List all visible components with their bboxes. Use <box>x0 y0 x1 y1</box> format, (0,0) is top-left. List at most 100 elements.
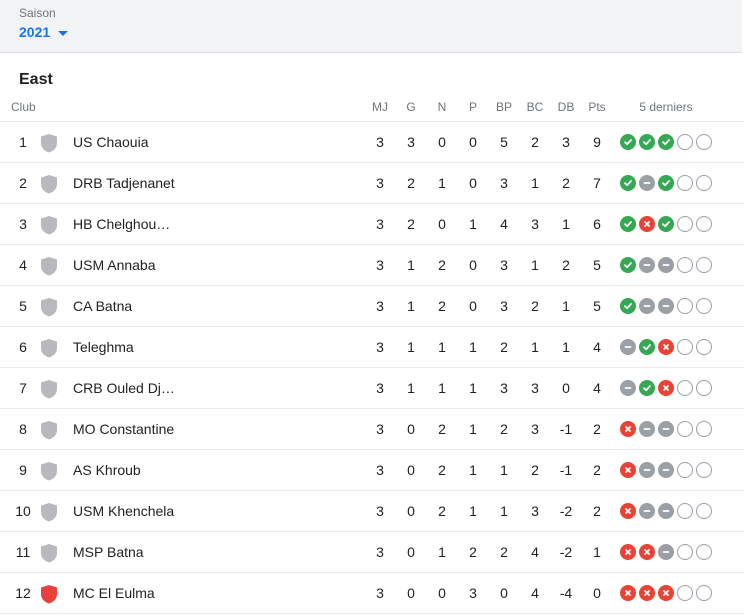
stat-bc: 3 <box>531 503 539 519</box>
loss-cross-icon <box>620 421 636 437</box>
empty-result-icon <box>677 462 693 478</box>
stat-g: 0 <box>407 585 415 601</box>
loss-cross-icon <box>639 216 655 232</box>
stat-pts: 1 <box>593 544 601 560</box>
win-check-icon <box>639 134 655 150</box>
table-row[interactable]: 9 AS Khroub 3 0 2 1 1 2 -1 2 <box>0 450 744 491</box>
club-name[interactable]: Teleghma <box>73 339 134 355</box>
club-crest-icon <box>41 134 57 153</box>
season-dropdown[interactable]: 2021 <box>19 24 69 40</box>
stat-g: 1 <box>407 298 415 314</box>
empty-result-icon <box>677 503 693 519</box>
draw-dash-icon <box>658 462 674 478</box>
club-crest-icon <box>41 339 57 358</box>
empty-result-icon <box>696 585 712 601</box>
club-name[interactable]: DRB Tadjenanet <box>73 175 175 191</box>
stat-p: 3 <box>469 585 477 601</box>
stat-bp: 2 <box>500 544 508 560</box>
stat-pts: 0 <box>593 585 601 601</box>
stat-pts: 7 <box>593 175 601 191</box>
club-crest-icon <box>41 421 57 440</box>
draw-dash-icon <box>658 257 674 273</box>
stat-n: 0 <box>438 216 446 232</box>
table-row[interactable]: 6 Teleghma 3 1 1 1 2 1 1 4 <box>0 327 744 368</box>
loss-cross-icon <box>658 380 674 396</box>
rank: 3 <box>19 216 27 232</box>
club-name[interactable]: USM Khenchela <box>73 503 175 519</box>
club-name[interactable]: MSP Batna <box>73 544 144 560</box>
stat-p: 1 <box>469 216 477 232</box>
table-row[interactable]: 12 MC El Eulma 3 0 0 3 0 4 -4 0 <box>0 573 744 614</box>
stat-n: 1 <box>438 175 446 191</box>
table-header: Club MJ G N P BP BC DB Pts 5 derniers <box>0 95 744 122</box>
loss-cross-icon <box>620 462 636 478</box>
club-name[interactable]: US Chaouia <box>73 134 149 150</box>
stat-bc: 2 <box>531 462 539 478</box>
col-db: DB <box>557 100 575 114</box>
win-check-icon <box>620 175 636 191</box>
stat-db: 2 <box>562 257 570 273</box>
col-bc: BC <box>526 100 544 114</box>
loss-cross-icon <box>620 503 636 519</box>
stat-g: 1 <box>407 257 415 273</box>
stat-g: 1 <box>407 339 415 355</box>
stat-bc: 1 <box>531 339 539 355</box>
empty-result-icon <box>696 257 712 273</box>
stat-pts: 2 <box>593 421 601 437</box>
table-row[interactable]: 5 CA Batna 3 1 2 0 3 2 1 5 <box>0 286 744 327</box>
stat-p: 0 <box>469 298 477 314</box>
empty-result-icon <box>677 339 693 355</box>
last-five-form <box>620 585 712 601</box>
table-row[interactable]: 7 CRB Ouled Dj… 3 1 1 1 3 3 0 4 <box>0 368 744 409</box>
empty-result-icon <box>696 298 712 314</box>
stat-n: 1 <box>438 544 446 560</box>
club-crest-icon <box>41 298 57 317</box>
stat-g: 0 <box>407 503 415 519</box>
stat-mj: 3 <box>376 503 384 519</box>
table-row[interactable]: 8 MO Constantine 3 0 2 1 2 3 -1 2 <box>0 409 744 450</box>
col-n: N <box>437 100 447 114</box>
club-name[interactable]: MC El Eulma <box>73 585 155 601</box>
stat-bp: 5 <box>500 134 508 150</box>
empty-result-icon <box>677 175 693 191</box>
stat-db: 2 <box>562 175 570 191</box>
table-row[interactable]: 3 HB Chelghou… 3 2 0 1 4 3 1 6 <box>0 204 744 245</box>
stat-n: 2 <box>438 503 446 519</box>
club-name[interactable]: USM Annaba <box>73 257 156 273</box>
stat-bc: 4 <box>531 544 539 560</box>
stat-pts: 4 <box>593 380 601 396</box>
club-name[interactable]: CA Batna <box>73 298 133 314</box>
rank: 7 <box>19 380 27 396</box>
last-five-form <box>620 503 712 519</box>
stat-mj: 3 <box>376 339 384 355</box>
rank: 4 <box>19 257 27 273</box>
stat-mj: 3 <box>376 134 384 150</box>
col-bp: BP <box>495 100 512 114</box>
win-check-icon <box>639 339 655 355</box>
table-row[interactable]: 10 USM Khenchela 3 0 2 1 1 3 -2 2 <box>0 491 744 532</box>
empty-result-icon <box>677 380 693 396</box>
empty-result-icon <box>696 503 712 519</box>
table-row[interactable]: 2 DRB Tadjenanet 3 2 1 0 3 1 2 7 <box>0 163 744 204</box>
table-row[interactable]: 4 USM Annaba 3 1 2 0 3 1 2 5 <box>0 245 744 286</box>
stat-bp: 3 <box>500 257 508 273</box>
stat-pts: 5 <box>593 257 601 273</box>
stat-mj: 3 <box>376 257 384 273</box>
last-five-form <box>620 339 712 355</box>
club-name[interactable]: AS Khroub <box>73 462 141 478</box>
season-bar: Saison 2021 <box>0 0 742 53</box>
empty-result-icon <box>696 462 712 478</box>
empty-result-icon <box>696 544 712 560</box>
table-row[interactable]: 1 US Chaouia 3 3 0 0 5 2 3 9 <box>0 122 744 163</box>
stat-bp: 4 <box>500 216 508 232</box>
club-name[interactable]: MO Constantine <box>73 421 175 437</box>
table-row[interactable]: 11 MSP Batna 3 0 1 2 2 4 -2 1 <box>0 532 744 573</box>
club-name[interactable]: HB Chelghou… <box>73 216 171 232</box>
stat-pts: 4 <box>593 339 601 355</box>
club-crest-icon <box>41 216 57 235</box>
stat-bc: 3 <box>531 216 539 232</box>
empty-result-icon <box>677 216 693 232</box>
stat-g: 2 <box>407 216 415 232</box>
club-name[interactable]: CRB Ouled Dj… <box>73 380 175 396</box>
stat-db: -2 <box>559 544 573 560</box>
